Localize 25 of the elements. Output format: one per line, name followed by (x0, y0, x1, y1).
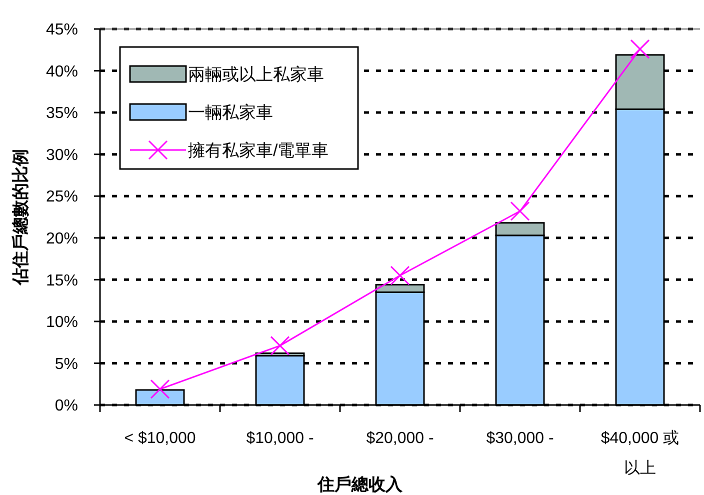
legend-label: 擁有私家車/電單車 (188, 140, 329, 160)
x-tick-label: $10,000 - (246, 430, 314, 447)
y-tick-label: 25% (46, 188, 78, 206)
point (390, 266, 410, 286)
y-tick-label: 20% (46, 230, 78, 248)
y-tick-label: 10% (46, 314, 78, 332)
y-tick-label: 30% (46, 146, 78, 164)
legend-label: 兩輛或以上私家車 (188, 64, 324, 84)
y-tick-label: 45% (46, 22, 78, 39)
x-tick-label: < $10,000 (124, 430, 196, 447)
x-tick-label: $30,000 - (486, 430, 554, 447)
y-tick-label: 35% (46, 105, 78, 122)
y-tick-label: 5% (54, 356, 78, 373)
point (510, 201, 530, 221)
y-tick-label: 40% (46, 63, 78, 80)
point (270, 336, 290, 356)
y-tick-label: 15% (46, 272, 78, 290)
x-tick-label: $40,000 或以上 (600, 429, 680, 477)
x-axis-title: 住戶總收入 (316, 475, 404, 494)
y-tick-label: 0% (54, 398, 78, 415)
legend-label: 一輛私家車 (188, 102, 273, 122)
point (150, 379, 170, 399)
y-axis-title: 佔住戶總數的比例 (11, 149, 30, 286)
point (630, 39, 650, 59)
x-tick-label: $20,000 - (366, 430, 434, 447)
